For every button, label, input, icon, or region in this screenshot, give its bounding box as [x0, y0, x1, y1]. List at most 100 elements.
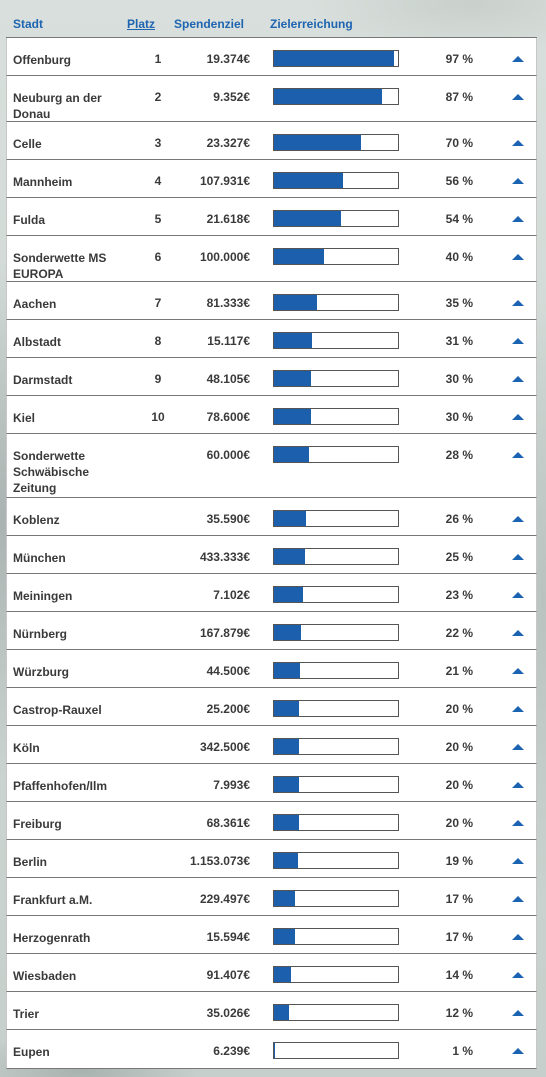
rank-value: 7: [154, 296, 162, 310]
table-row: Wiesbaden 91.407€ 14 %: [6, 954, 537, 992]
progress-bar-fill: [274, 249, 324, 264]
table-row: Mannheim 4 107.931€ 56 %: [6, 160, 537, 198]
table-row: Trier 35.026€ 12 %: [6, 992, 537, 1030]
triangle-up-icon[interactable]: [512, 516, 524, 522]
progress-bar: [273, 738, 399, 755]
donation-goal: 7.993€: [213, 778, 250, 792]
rank-value: 10: [151, 410, 165, 424]
donation-goal: 100.000€: [199, 250, 250, 264]
rank-value: 6: [154, 250, 162, 264]
progress-bar-fill: [274, 815, 299, 830]
progress-bar: [273, 852, 399, 869]
progress-bar: [273, 662, 399, 679]
column-header-platz-link[interactable]: Platz: [127, 17, 156, 31]
donation-goal: 433.333€: [199, 550, 250, 564]
triangle-up-icon[interactable]: [512, 744, 524, 750]
progress-bar-fill: [274, 929, 296, 944]
city-name: Freiburg: [13, 817, 62, 831]
percent-value: 17 %: [445, 892, 473, 906]
table-row: Sonderwette MS EUROPA 6 100.000€ 40 %: [6, 236, 537, 282]
progress-bar: [273, 510, 399, 527]
table-row: Kiel 10 78.600€ 30 %: [6, 396, 537, 434]
triangle-up-icon[interactable]: [512, 668, 524, 674]
city-name: Eupen: [13, 1045, 50, 1059]
city-name: Castrop-Rauxel: [13, 703, 102, 717]
rank-value: 5: [154, 212, 162, 226]
triangle-up-icon[interactable]: [512, 630, 524, 636]
table-row: Albstadt 8 15.117€ 31 %: [6, 320, 537, 358]
progress-bar: [273, 890, 399, 907]
progress-bar-fill: [274, 587, 303, 602]
triangle-up-icon[interactable]: [512, 934, 524, 940]
triangle-up-icon[interactable]: [512, 554, 524, 560]
city-name: Neuburg an der Donau: [13, 91, 102, 121]
triangle-up-icon[interactable]: [512, 820, 524, 826]
donation-goal: 78.600€: [206, 410, 250, 424]
percent-value: 87 %: [445, 90, 473, 104]
progress-bar: [273, 88, 399, 105]
city-name: Wiesbaden: [13, 969, 77, 983]
percent-value: 56 %: [445, 174, 473, 188]
table-row: Neuburg an der Donau 2 9.352€ 87 %: [6, 76, 537, 122]
rank-value: 3: [154, 136, 162, 150]
table-row: Berlin 1.153.073€ 19 %: [6, 840, 537, 878]
donation-goal: 9.352€: [213, 90, 250, 104]
percent-value: 97 %: [445, 52, 473, 66]
triangle-up-icon[interactable]: [512, 1048, 524, 1054]
triangle-up-icon[interactable]: [512, 94, 524, 100]
progress-bar-fill: [274, 967, 292, 982]
donation-goal: 60.000€: [206, 448, 250, 462]
progress-bar: [273, 814, 399, 831]
rank-value: 9: [154, 372, 162, 386]
table-row: Nürnberg 167.879€ 22 %: [6, 612, 537, 650]
table-row: Meiningen 7.102€ 23 %: [6, 574, 537, 612]
progress-bar: [273, 134, 399, 151]
triangle-up-icon[interactable]: [512, 1010, 524, 1016]
triangle-up-icon[interactable]: [512, 896, 524, 902]
table-row: Darmstadt 9 48.105€ 30 %: [6, 358, 537, 396]
triangle-up-icon[interactable]: [512, 216, 524, 222]
table-row: Frankfurt a.M. 229.497€ 17 %: [6, 878, 537, 916]
column-header-spendenziel[interactable]: Spendenziel: [174, 17, 245, 31]
triangle-up-icon[interactable]: [512, 592, 524, 598]
triangle-up-icon[interactable]: [512, 140, 524, 146]
donation-goal: 167.879€: [199, 626, 250, 640]
progress-bar: [273, 50, 399, 67]
table-row: Köln 342.500€ 20 %: [6, 726, 537, 764]
triangle-up-icon[interactable]: [512, 452, 524, 458]
triangle-up-icon[interactable]: [512, 56, 524, 62]
triangle-up-icon[interactable]: [512, 178, 524, 184]
percent-value: 20 %: [445, 702, 473, 716]
column-header-zielerreichung[interactable]: Zielerreichung: [270, 17, 353, 31]
triangle-up-icon[interactable]: [512, 300, 524, 306]
triangle-up-icon[interactable]: [512, 376, 524, 382]
progress-bar-fill: [274, 511, 307, 526]
triangle-up-icon[interactable]: [512, 706, 524, 712]
triangle-up-icon[interactable]: [512, 254, 524, 260]
progress-bar-fill: [274, 1043, 276, 1058]
progress-bar-fill: [274, 173, 344, 188]
triangle-up-icon[interactable]: [512, 972, 524, 978]
percent-value: 21 %: [445, 664, 473, 678]
table-row: Sonderwette Schwäbische Zeitung 60.000€ 28…: [6, 434, 537, 498]
progress-bar-fill: [274, 549, 305, 564]
city-name: Fulda: [13, 213, 45, 227]
percent-value: 30 %: [445, 410, 473, 424]
triangle-up-icon[interactable]: [512, 782, 524, 788]
city-name: Aachen: [13, 297, 57, 311]
table-row: Eupen 6.239€ 1 %: [6, 1030, 537, 1069]
progress-bar-fill: [274, 295, 318, 310]
progress-bar: [273, 928, 399, 945]
triangle-up-icon[interactable]: [512, 414, 524, 420]
percent-value: 12 %: [445, 1006, 473, 1020]
triangle-up-icon[interactable]: [512, 858, 524, 864]
donation-goal: 35.026€: [206, 1006, 250, 1020]
percent-value: 19 %: [445, 854, 473, 868]
column-header-stadt[interactable]: Stadt: [13, 17, 43, 31]
rank-value: 2: [154, 90, 162, 104]
triangle-up-icon[interactable]: [512, 338, 524, 344]
donation-goal: 107.931€: [199, 174, 250, 188]
progress-bar: [273, 776, 399, 793]
donation-goal: 25.200€: [206, 702, 250, 716]
percent-value: 40 %: [445, 250, 473, 264]
